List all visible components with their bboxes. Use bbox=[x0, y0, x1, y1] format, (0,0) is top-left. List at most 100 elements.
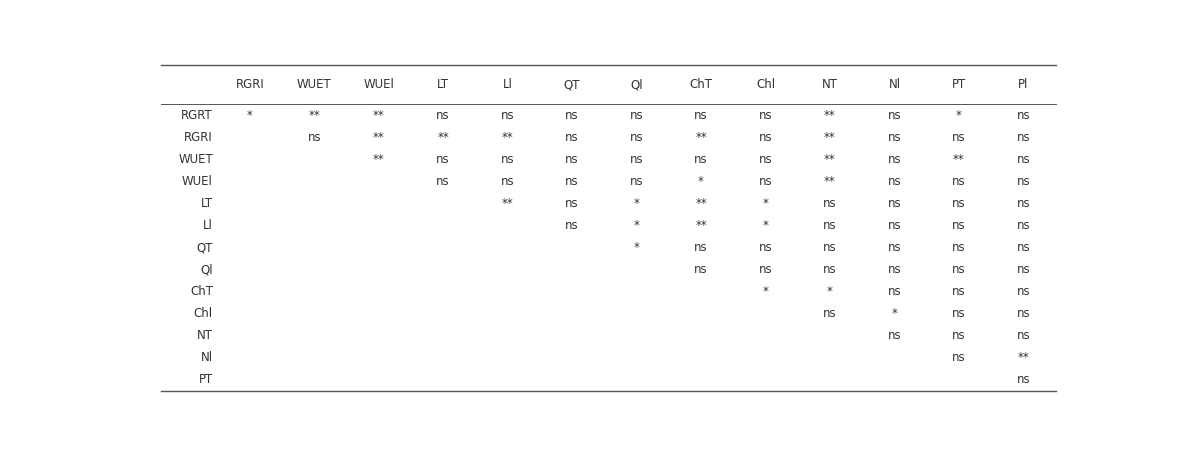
Text: ns: ns bbox=[630, 131, 643, 144]
Text: Nl: Nl bbox=[888, 78, 900, 91]
Text: *: * bbox=[827, 285, 833, 298]
Text: ns: ns bbox=[565, 197, 578, 210]
Text: ns: ns bbox=[1017, 197, 1031, 210]
Text: ns: ns bbox=[952, 219, 966, 232]
Text: Chl: Chl bbox=[194, 307, 213, 320]
Text: **: ** bbox=[695, 197, 707, 210]
Text: ns: ns bbox=[888, 329, 901, 342]
Text: **: ** bbox=[825, 131, 836, 144]
Text: ns: ns bbox=[501, 153, 515, 166]
Text: ns: ns bbox=[888, 219, 901, 232]
Text: ns: ns bbox=[694, 263, 708, 276]
Text: ns: ns bbox=[952, 175, 966, 188]
Text: ns: ns bbox=[694, 109, 708, 122]
Text: ns: ns bbox=[759, 241, 773, 254]
Text: ns: ns bbox=[436, 175, 450, 188]
Text: ns: ns bbox=[1017, 131, 1031, 144]
Text: ns: ns bbox=[565, 219, 578, 232]
Text: ns: ns bbox=[501, 175, 515, 188]
Text: ChT: ChT bbox=[689, 78, 713, 91]
Text: Ll: Ll bbox=[503, 78, 512, 91]
Text: ns: ns bbox=[694, 153, 708, 166]
Text: ns: ns bbox=[565, 109, 578, 122]
Text: ns: ns bbox=[888, 241, 901, 254]
Text: ns: ns bbox=[1017, 175, 1031, 188]
Text: ns: ns bbox=[630, 153, 643, 166]
Text: **: ** bbox=[695, 219, 707, 232]
Text: WUET: WUET bbox=[178, 153, 213, 166]
Text: Chl: Chl bbox=[756, 78, 775, 91]
Text: **: ** bbox=[825, 175, 836, 188]
Text: ns: ns bbox=[630, 175, 643, 188]
Text: RGRI: RGRI bbox=[236, 78, 264, 91]
Text: Nl: Nl bbox=[201, 351, 213, 364]
Text: ns: ns bbox=[888, 285, 901, 298]
Text: PT: PT bbox=[952, 78, 966, 91]
Text: ns: ns bbox=[1017, 109, 1031, 122]
Text: **: ** bbox=[953, 153, 965, 166]
Text: *: * bbox=[762, 285, 768, 298]
Text: ns: ns bbox=[630, 109, 643, 122]
Text: RGRT: RGRT bbox=[181, 109, 213, 122]
Text: ns: ns bbox=[888, 197, 901, 210]
Text: ns: ns bbox=[952, 197, 966, 210]
Text: *: * bbox=[247, 109, 253, 122]
Text: ns: ns bbox=[501, 109, 515, 122]
Text: ns: ns bbox=[823, 263, 836, 276]
Text: ns: ns bbox=[888, 109, 901, 122]
Text: *: * bbox=[634, 241, 640, 254]
Text: ns: ns bbox=[1017, 329, 1031, 342]
Text: ns: ns bbox=[952, 329, 966, 342]
Text: Ll: Ll bbox=[203, 219, 213, 232]
Text: ns: ns bbox=[1017, 241, 1031, 254]
Text: ns: ns bbox=[565, 175, 578, 188]
Text: **: ** bbox=[825, 109, 836, 122]
Text: NT: NT bbox=[822, 78, 838, 91]
Text: RGRI: RGRI bbox=[184, 131, 213, 144]
Text: ns: ns bbox=[565, 153, 578, 166]
Text: WUEl: WUEl bbox=[363, 78, 395, 91]
Text: ns: ns bbox=[888, 175, 901, 188]
Text: ns: ns bbox=[436, 109, 450, 122]
Text: Ql: Ql bbox=[200, 263, 213, 276]
Text: **: ** bbox=[502, 131, 514, 144]
Text: PT: PT bbox=[199, 373, 213, 387]
Text: ns: ns bbox=[888, 153, 901, 166]
Text: *: * bbox=[957, 109, 962, 122]
Text: ns: ns bbox=[952, 307, 966, 320]
Text: ns: ns bbox=[952, 263, 966, 276]
Text: ns: ns bbox=[888, 263, 901, 276]
Text: ns: ns bbox=[1017, 153, 1031, 166]
Text: ns: ns bbox=[759, 175, 773, 188]
Text: ns: ns bbox=[952, 241, 966, 254]
Text: ns: ns bbox=[565, 131, 578, 144]
Text: **: ** bbox=[825, 153, 836, 166]
Text: *: * bbox=[892, 307, 898, 320]
Text: ns: ns bbox=[823, 307, 836, 320]
Text: **: ** bbox=[373, 131, 384, 144]
Text: ns: ns bbox=[1017, 285, 1031, 298]
Text: ns: ns bbox=[1017, 373, 1031, 387]
Text: ns: ns bbox=[1017, 263, 1031, 276]
Text: Ql: Ql bbox=[630, 78, 643, 91]
Text: ChT: ChT bbox=[190, 285, 213, 298]
Text: **: ** bbox=[309, 109, 320, 122]
Text: ns: ns bbox=[823, 197, 836, 210]
Text: ns: ns bbox=[952, 351, 966, 364]
Text: ns: ns bbox=[952, 131, 966, 144]
Text: ns: ns bbox=[1017, 307, 1031, 320]
Text: **: ** bbox=[437, 131, 449, 144]
Text: *: * bbox=[762, 219, 768, 232]
Text: ns: ns bbox=[888, 131, 901, 144]
Text: WUET: WUET bbox=[297, 78, 332, 91]
Text: WUEl: WUEl bbox=[183, 175, 213, 188]
Text: ns: ns bbox=[307, 131, 322, 144]
Text: **: ** bbox=[373, 153, 384, 166]
Text: *: * bbox=[699, 175, 704, 188]
Text: QT: QT bbox=[564, 78, 581, 91]
Text: ns: ns bbox=[823, 241, 836, 254]
Text: QT: QT bbox=[197, 241, 213, 254]
Text: *: * bbox=[762, 197, 768, 210]
Text: Pl: Pl bbox=[1018, 78, 1028, 91]
Text: **: ** bbox=[373, 109, 384, 122]
